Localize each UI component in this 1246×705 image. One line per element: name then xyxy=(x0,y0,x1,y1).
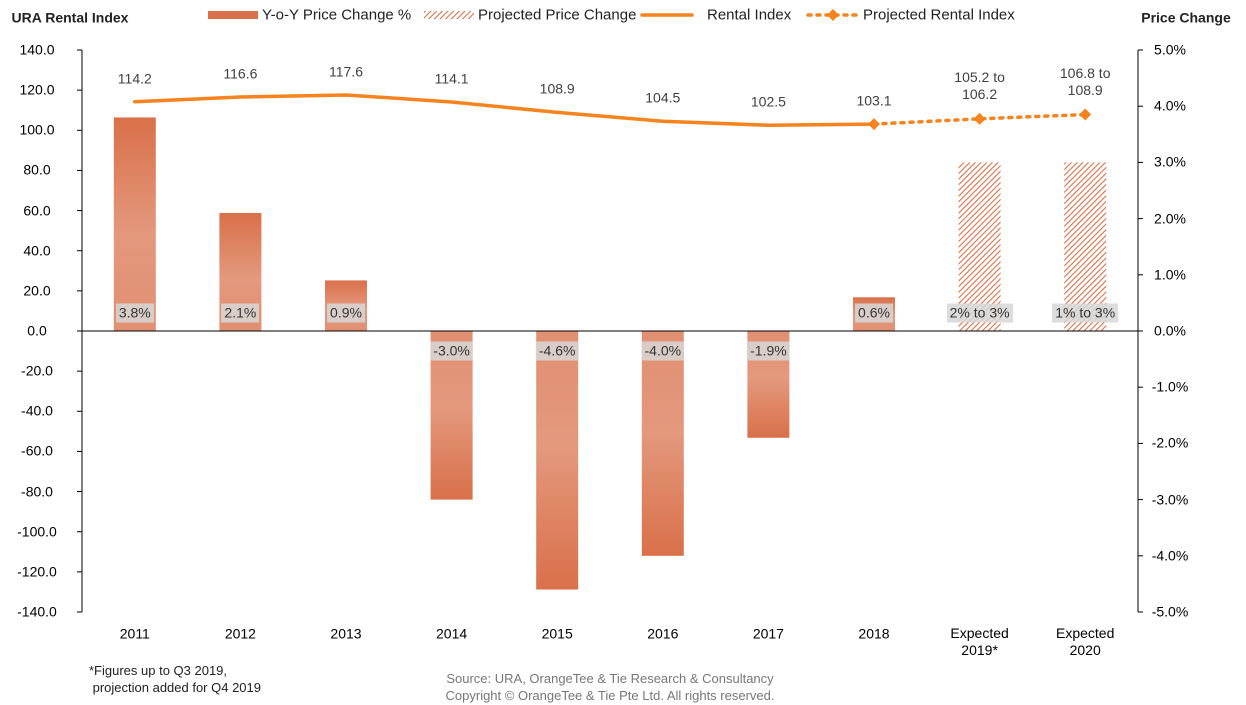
y-tick-label: -60.0 xyxy=(21,442,53,459)
line-value-label: 104.5 xyxy=(645,89,681,106)
bar xyxy=(641,331,684,556)
y2-tick-label: -5.0% xyxy=(1151,603,1189,620)
bar xyxy=(958,162,1001,331)
y-tick-label: -80.0 xyxy=(21,483,53,500)
bar-value-label: -1.9% xyxy=(747,341,790,361)
x-tick-label: Expected 2020 xyxy=(1056,625,1115,658)
marker xyxy=(973,112,986,125)
y-tick-label: 100.0 xyxy=(19,121,55,138)
bar-value-label: -4.6% xyxy=(535,341,579,361)
bar-value-label: 1% to 3% xyxy=(1052,303,1119,323)
x-tick-label: 2015 xyxy=(541,625,573,642)
x-tick-label: 2012 xyxy=(224,625,256,642)
bar-value-label: -4.0% xyxy=(641,341,685,361)
y-tick-label: 140.0 xyxy=(19,41,55,58)
y-axis-title: URA Rental Index xyxy=(11,9,129,26)
y-tick-label: -140.0 xyxy=(17,603,57,620)
bar xyxy=(113,117,156,331)
bar-value-label: 0.9% xyxy=(327,303,365,323)
y-tick-label: 20.0 xyxy=(23,282,51,299)
bar-value-label: 3.8% xyxy=(115,303,154,323)
bar-value-label: 0.6% xyxy=(855,303,893,323)
line-value-label: 102.5 xyxy=(750,93,786,110)
y2-tick-label: 5.0% xyxy=(1154,41,1186,58)
y-tick-label: -100.0 xyxy=(17,523,57,540)
legend-swatch xyxy=(208,11,258,19)
marker xyxy=(868,118,880,131)
x-tick-label: Expected 2019* xyxy=(950,625,1009,658)
legend-swatch xyxy=(424,11,474,19)
bar-value-label: 2.1% xyxy=(221,303,260,323)
line-value-label: 116.6 xyxy=(223,65,258,82)
y-tick-label: 60.0 xyxy=(23,202,51,219)
x-tick-label: 2014 xyxy=(436,625,468,642)
y2-tick-label: 2.0% xyxy=(1154,210,1186,227)
footnote: *Figures up to Q3 2019, projection added… xyxy=(88,663,262,695)
y2-axis-title: Price Change xyxy=(1141,9,1231,26)
y-tick-label: -40.0 xyxy=(21,402,53,419)
y2-tick-label: 4.0% xyxy=(1154,97,1186,114)
x-tick-label: 2011 xyxy=(119,625,150,642)
y2-tick-label: 0.0% xyxy=(1154,322,1186,339)
legend-label: Projected Price Change xyxy=(478,6,637,24)
y-tick-label: -20.0 xyxy=(21,362,53,379)
line-value-label: 105.2 to 106.2 xyxy=(954,68,1005,102)
y-tick-label: 0.0 xyxy=(27,322,47,339)
line-value-label: 103.1 xyxy=(856,92,892,109)
line-value-label: 117.6 xyxy=(329,63,363,80)
y2-tick-label: -4.0% xyxy=(1151,547,1189,564)
source: Source: URA, OrangeTee & Tie Research & … xyxy=(445,671,775,703)
x-tick-label: 2016 xyxy=(647,625,679,642)
legend-label: Y-o-Y Price Change % xyxy=(262,6,412,24)
bar xyxy=(1064,162,1107,331)
line xyxy=(872,112,1087,126)
bar xyxy=(536,331,579,590)
y2-tick-label: -3.0% xyxy=(1151,491,1189,508)
line-value-label: 114.1 xyxy=(434,70,469,87)
y-tick-label: -120.0 xyxy=(17,563,57,580)
y2-tick-label: -1.0% xyxy=(1151,378,1189,395)
line-value-label: 106.8 to 108.9 xyxy=(1059,64,1111,98)
x-tick-label: 2017 xyxy=(752,625,784,642)
y-tick-label: 80.0 xyxy=(23,161,51,178)
y-tick-label: 120.0 xyxy=(19,81,55,98)
bar-value-label: 2% to 3% xyxy=(946,303,1013,323)
bar-value-label: -3.0% xyxy=(430,341,473,361)
marker xyxy=(1079,108,1092,121)
line-value-label: 114.2 xyxy=(117,70,152,87)
line xyxy=(133,93,876,128)
y2-tick-label: -2.0% xyxy=(1151,434,1189,451)
x-tick-label: 2018 xyxy=(858,625,890,642)
legend-marker xyxy=(827,9,839,21)
line-value-label: 108.9 xyxy=(539,80,575,97)
y2-tick-label: 1.0% xyxy=(1154,266,1186,283)
y2-tick-label: 3.0% xyxy=(1154,153,1186,170)
legend-label: Projected Rental Index xyxy=(863,6,1015,24)
legend-label: Rental Index xyxy=(707,6,792,24)
x-tick-label: 2013 xyxy=(330,625,362,642)
y-tick-label: 40.0 xyxy=(23,242,51,259)
